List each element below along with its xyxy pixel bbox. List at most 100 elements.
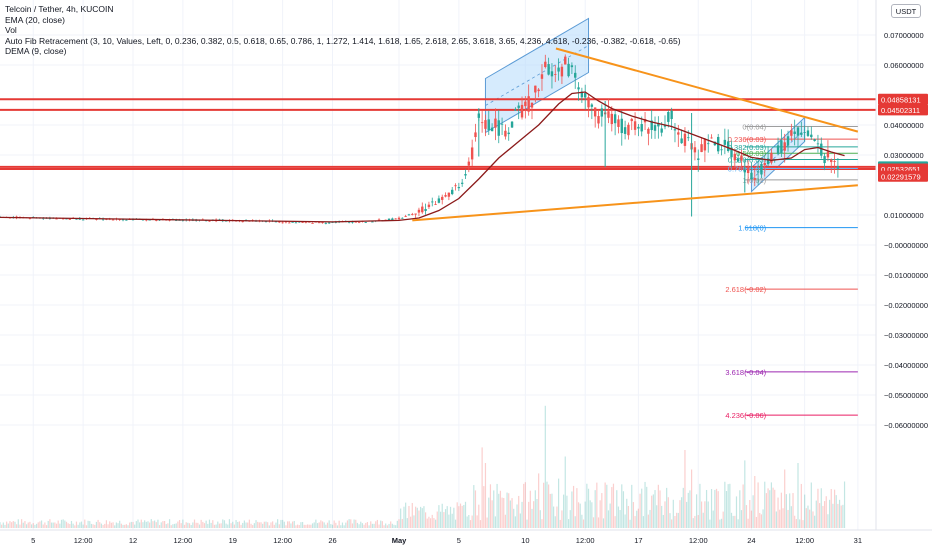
volume-bar: [19, 524, 21, 528]
volume-bar: [704, 501, 706, 528]
volume-bar: [90, 523, 93, 528]
volume-bar: [223, 520, 226, 528]
channel-midline-0: [485, 45, 589, 106]
indicator-volume-label[interactable]: Vol: [5, 25, 17, 36]
trendline-0[interactable]: [412, 184, 858, 222]
volume-bar: [376, 519, 378, 528]
horizontal-levels[interactable]: [0, 98, 876, 171]
price-tick-label-5: −0.00000000: [884, 241, 928, 250]
candle-body: [301, 222, 304, 223]
volume-bar: [139, 522, 141, 528]
volume-bar: [739, 490, 741, 528]
volume-bar: [461, 505, 463, 528]
candle-body: [484, 120, 487, 129]
volume-bar: [425, 512, 427, 528]
volume-bar: [762, 509, 764, 528]
indicator-fib-label[interactable]: Auto Fib Retracement (3, 10, Values, Lef…: [5, 35, 681, 46]
volume-bar: [215, 524, 217, 528]
volume-bar: [265, 521, 267, 528]
volume-bar: [582, 519, 585, 528]
volume-bar: [283, 521, 285, 528]
volume-bar: [393, 524, 395, 528]
volume-bar: [709, 519, 711, 528]
volume-bar: [263, 521, 265, 528]
volume-bar: [92, 524, 94, 528]
volume-bar: [178, 520, 181, 528]
volume-bar: [789, 493, 791, 528]
volume-bar: [747, 518, 749, 528]
volume-bar: [233, 524, 236, 528]
candle-body: [820, 143, 823, 156]
candle-body: [401, 217, 404, 219]
volume-bar: [562, 494, 565, 528]
volume-bar: [664, 501, 666, 528]
volume-bar: [800, 483, 802, 528]
indicator-ema-label[interactable]: EMA (20, close): [5, 14, 65, 25]
volume-bar: [203, 523, 206, 528]
time-axis[interactable]: 5 12:00 12 12:00 19 12:00 26 May 5 10 12:00 17 12:00…: [0, 529, 932, 545]
volume-bar: [521, 501, 523, 528]
volume-bar: [413, 515, 415, 528]
volume-bar: [667, 497, 669, 528]
candle-body: [740, 155, 743, 161]
volume-bar: [750, 510, 753, 528]
price-tick-label-11: −0.06000000: [884, 421, 928, 430]
currency-badge[interactable]: USDT: [891, 4, 921, 18]
candle-body: [490, 127, 494, 132]
volume-bar: [434, 519, 437, 528]
price-tick-label-6: −0.01000000: [884, 271, 928, 280]
volume-bar: [14, 521, 16, 528]
volume-bar: [790, 506, 792, 528]
volume-bar: [59, 523, 61, 528]
candle-body: [534, 85, 537, 93]
time-tick-label-0: 5: [31, 536, 35, 545]
candle-body: [441, 196, 444, 200]
volume-bar: [697, 515, 699, 528]
candle-body: [311, 223, 314, 224]
volume-bar: [321, 521, 324, 528]
volume-bar: [444, 509, 447, 528]
candle-body: [673, 129, 677, 131]
candle-body: [806, 130, 810, 136]
candle-body: [520, 104, 524, 118]
candle-body: [793, 131, 796, 135]
volume-bar: [513, 508, 515, 528]
fib-label-9: 3.618(-0.04): [725, 368, 766, 377]
volume-bar: [293, 520, 295, 528]
symbol-title[interactable]: Telcoin / Tether, 4h, KUCOIN: [5, 4, 114, 14]
volume-bar: [268, 525, 270, 528]
volume-bar: [105, 520, 107, 528]
volume-bar: [634, 516, 636, 528]
trendlines[interactable]: [412, 47, 859, 222]
volume-bar: [840, 505, 842, 528]
indicator-dema-label[interactable]: DEMA (9, close): [5, 46, 67, 57]
channel-0[interactable]: [484, 17, 590, 134]
volume-bar: [29, 521, 31, 528]
volume-bar: [587, 488, 590, 528]
candle-body: [623, 127, 627, 134]
trendline-1[interactable]: [555, 47, 859, 133]
price-badge-5: [878, 170, 928, 182]
volume-bar: [160, 522, 162, 528]
volume-bar: [120, 523, 122, 528]
volume-bar: [785, 494, 787, 528]
volume-bar: [125, 524, 127, 528]
volume-bar: [737, 519, 739, 528]
volume-bar: [428, 516, 430, 528]
volume-bar: [508, 493, 510, 528]
volume-bar: [220, 523, 222, 528]
volume-bar: [586, 483, 588, 528]
price-axis[interactable]: 0.07000000 0.06000000 0.04000000 0.03000000…: [875, 0, 928, 530]
volume-bar: [516, 504, 518, 528]
volume-bar: [100, 523, 103, 528]
volume-bar: [119, 520, 121, 528]
time-tick-label-13: 24: [747, 536, 755, 545]
volume-bar: [37, 522, 39, 528]
candle-body: [570, 65, 574, 68]
candle-body: [241, 221, 244, 223]
volume-bar: [636, 510, 638, 528]
volume-bar: [757, 482, 759, 528]
volume-bar: [193, 519, 196, 528]
